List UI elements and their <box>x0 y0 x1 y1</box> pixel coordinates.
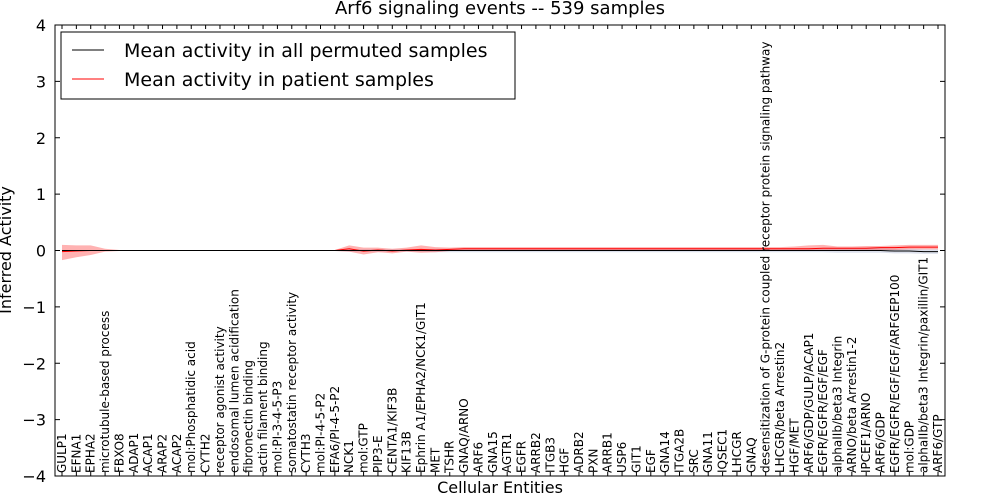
x-tick-label: ACAP2 <box>170 434 184 473</box>
x-tick-label: PXN <box>586 449 600 473</box>
x-tick-label: EGFR <box>515 441 529 473</box>
legend: Mean activity in all permuted samples Me… <box>60 31 516 100</box>
series-lines <box>61 246 938 253</box>
x-tick-label: mol:PI-4-5-P2 <box>313 393 327 473</box>
x-tick-label: ACAP1 <box>141 434 155 473</box>
x-tick-label: AGTR1 <box>500 433 514 473</box>
x-tick-label: alphaIIb/beta3 Integrin <box>830 336 844 473</box>
x-tick-label: ARRB2 <box>529 432 543 473</box>
band-permuted <box>62 248 938 254</box>
x-tick-label: GNAQ/ARNO <box>457 398 471 473</box>
x-tick-label: EFA6/PI-4-5-P2 <box>328 386 342 473</box>
y-tick-label: −3 <box>22 411 46 430</box>
x-tick-label: GIT1 <box>629 445 643 473</box>
x-tick-label: Ephrin A1/EPHA2/NCK1/GIT1 <box>414 302 428 473</box>
x-tick-label: TSHR <box>443 441 457 474</box>
x-tick-label: ARF6 <box>471 442 485 473</box>
x-tick-label: ADAP1 <box>127 433 141 473</box>
y-tick-label: 1 <box>36 185 46 204</box>
x-tick-label: somatostatin receptor activity <box>285 292 299 473</box>
x-tick-label: FBXO8 <box>112 433 126 473</box>
x-tick-label: EPHA2 <box>84 433 98 473</box>
x-tick-label: mol:Phosphatidic acid <box>184 341 198 473</box>
x-tick-label: ITGA2B <box>673 429 687 473</box>
x-tick-label: HGF/MET <box>787 418 801 473</box>
x-axis-label: Cellular Entities <box>437 478 563 497</box>
x-tick-label: MET <box>428 447 442 473</box>
y-tick-label: −4 <box>22 467 46 486</box>
x-tick-label: EGFR/EGFR/EGF/EGF <box>816 349 830 473</box>
x-tick-label: EGFR/EGFR/EGF/EGF/ARFGEP100 <box>888 275 902 473</box>
series-line-permuted <box>62 250 938 253</box>
x-tick-label: mol:GTP <box>357 423 371 473</box>
y-tick-label: 0 <box>36 242 46 261</box>
y-axis-label: Inferred Activity <box>0 186 15 314</box>
legend-label-patient: Mean activity in patient samples <box>124 69 434 91</box>
x-tick-label: PIP3-E <box>371 435 385 473</box>
x-tick-label: GULP1 <box>55 433 69 473</box>
x-tick-label: fibronectin binding <box>242 360 256 473</box>
x-tick-label: ADRB2 <box>572 431 586 473</box>
x-tick-label: mol:GDP <box>902 421 916 473</box>
x-tick-label: NCK1 <box>342 440 356 473</box>
x-axis-ticks: GULP1 EFNA1 EPHA2 microtubule-based process… <box>55 25 945 476</box>
x-tick-label: desensitization of G-protein coupled rec… <box>759 42 773 473</box>
x-tick-label: ITGB3 <box>543 437 557 473</box>
x-tick-label: GNA11 <box>701 431 715 473</box>
x-tick-label: GNA15 <box>486 431 500 473</box>
x-tick-label: GNA14 <box>658 431 672 473</box>
y-tick-label: 2 <box>36 129 46 148</box>
x-tick-label: KIF13B <box>400 431 414 473</box>
y-tick-label: −1 <box>22 298 46 317</box>
x-tick-label: mol:PI-3-4-5-P3 <box>270 381 284 473</box>
x-tick-label: ARAP2 <box>156 434 170 473</box>
x-tick-label: HGF <box>558 448 572 473</box>
x-tick-label: EFNA1 <box>69 434 83 473</box>
x-tick-label: ARRB1 <box>601 432 615 473</box>
x-tick-label: endosomal lumen acidification <box>227 289 241 473</box>
x-tick-label: ARNO/beta Arrestin1-2 <box>845 337 859 473</box>
x-tick-label: SRC <box>687 449 701 473</box>
x-tick-label: ARF6/GDP/GULP/ACAP1 <box>802 333 816 473</box>
x-tick-label: IQSEC1 <box>716 429 730 473</box>
x-tick-label: receptor agonist activity <box>213 326 227 473</box>
y-tick-label: 3 <box>36 72 46 91</box>
x-tick-label: CYTH3 <box>299 434 313 474</box>
x-tick-label: CYTH2 <box>199 434 213 474</box>
x-tick-label: LHCGR/beta Arrestin2 <box>773 342 787 473</box>
x-tick-label: LHCGR <box>730 431 744 473</box>
y-axis-ticks: 4 3 2 1 0 −1 −2 −3 −4 <box>22 16 945 486</box>
chart-title: Arf6 signaling events -- 539 samples <box>335 0 665 19</box>
x-tick-label: GNAQ <box>744 437 758 473</box>
x-tick-label: alphaIIb/beta3 Integrin/paxillin/GIT1 <box>917 257 931 473</box>
x-tick-label: IPCEF1/ARNO <box>859 393 873 473</box>
x-tick-label: USP6 <box>615 442 629 473</box>
legend-box <box>60 31 516 100</box>
x-tick-label: CENTA1/KIF3B <box>385 388 399 473</box>
y-tick-label: −2 <box>22 354 46 373</box>
x-tick-label: ARF6/GTP <box>931 414 945 473</box>
y-tick-label: 4 <box>36 16 46 35</box>
x-tick-label: microtubule-based process <box>98 311 112 473</box>
x-tick-label: EGF <box>644 449 658 473</box>
x-tick-label: ARF6/GDP <box>874 412 888 473</box>
legend-label-permuted: Mean activity in all permuted samples <box>124 40 487 62</box>
x-tick-label: actin filament binding <box>256 341 270 473</box>
